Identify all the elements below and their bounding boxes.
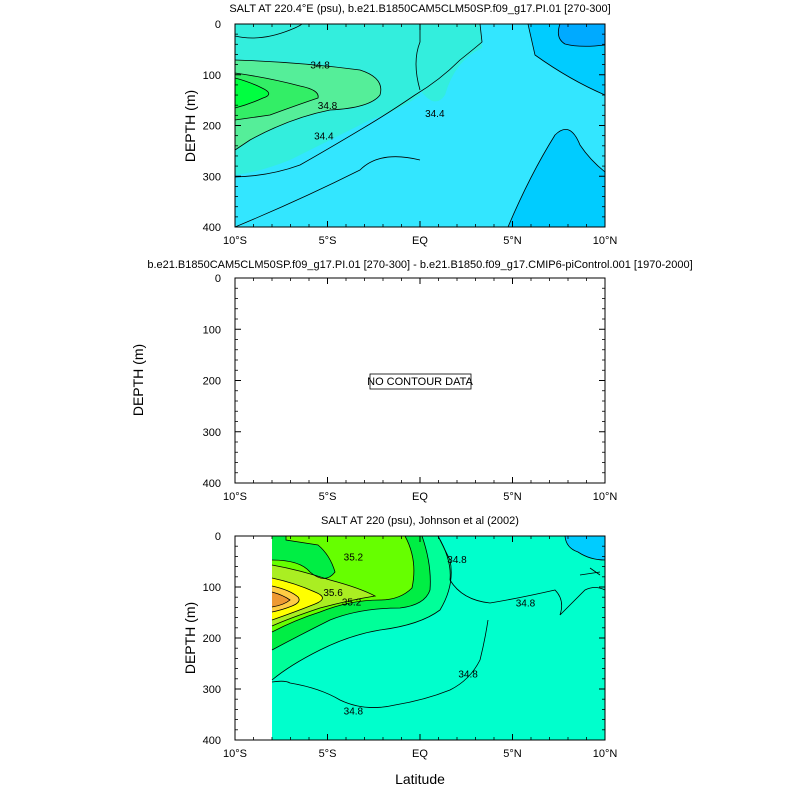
fill-upper: [272, 536, 605, 615]
panel-3-ylabel: DEPTH (m): [182, 602, 198, 674]
y-tick-label: 400: [203, 735, 221, 747]
contour-line: [271, 536, 452, 681]
x-tick-label: 5°S: [319, 491, 337, 503]
fill-core: [235, 78, 269, 108]
x-tick-label: 5°S: [319, 748, 337, 760]
contour-label: 34.8: [318, 101, 338, 112]
x-tick-label: 10°N: [593, 491, 618, 503]
x-tick-label: 5°N: [503, 491, 522, 503]
panel-2-ylabel: DEPTH (m): [130, 344, 146, 416]
contour-line: [437, 536, 605, 616]
x-tick-label: 5°N: [503, 235, 522, 247]
contour-line: [271, 564, 377, 627]
y-tick-label: 300: [203, 684, 221, 696]
panel-2-axes: 10°S 5°S EQ 5°N 10°N 0 100 200 300 400: [203, 273, 618, 503]
contour-line: [564, 536, 605, 561]
panel-1: SALT AT 220.4°E (psu), b.e21.B1850CAM5CL…: [182, 3, 617, 247]
fill-mid: [235, 24, 482, 102]
x-tick-label: 10°S: [223, 748, 247, 760]
x-tick-label: 5°N: [503, 748, 522, 760]
contour-line: [271, 591, 291, 608]
contour-line: [271, 577, 323, 621]
fill-southeast: [508, 129, 605, 227]
x-tick-label: 10°N: [593, 748, 618, 760]
contour-label: 34.8: [516, 598, 536, 609]
contour-line: [527, 24, 605, 96]
panel-3-title: SALT AT 220 (psu), Johnson et al (2002): [321, 515, 519, 527]
contour-line: [235, 77, 270, 109]
panel-3: SALT AT 220 (psu), Johnson et al (2002): [182, 515, 617, 787]
panel-2: b.e21.B1850CAM5CLM50SP.f09_g17.PI.01 [27…: [130, 259, 693, 503]
panel-1-title: SALT AT 220.4°E (psu), b.e21.B1850CAM5CL…: [229, 3, 610, 15]
contour-line: [271, 585, 300, 613]
y-tick-label: 100: [203, 70, 221, 82]
x-tick-label: 10°N: [593, 235, 618, 247]
x-tick-label: EQ: [412, 491, 428, 503]
panel-3-contours: [271, 536, 605, 708]
panel-1-ylabel: DEPTH (m): [182, 90, 198, 162]
no-data-label: NO CONTOUR DATA: [367, 376, 473, 388]
contour-line: [271, 536, 415, 633]
contour-label: 34.8: [310, 61, 330, 72]
contour-line: [507, 128, 605, 227]
y-tick-label: 300: [203, 427, 221, 439]
fill-northeast: [558, 24, 605, 47]
y-tick-label: 200: [203, 633, 221, 645]
panel-2-title: b.e21.B1850CAM5CLM50SP.f09_g17.PI.01 [27…: [147, 259, 692, 271]
y-tick-label: 400: [203, 478, 221, 490]
panel-1-contour-labels: 34.8 34.8 34.4 34.4: [310, 61, 445, 143]
x-tick-label: EQ: [412, 235, 428, 247]
contour-line: [235, 156, 421, 227]
panel-3-fill: [235, 536, 605, 740]
panel-3-axes: 10°S 5°S EQ 5°N 10°N 0 100 200 300 400: [203, 531, 618, 760]
contour-line: [557, 24, 605, 47]
contour-label: 35.2: [342, 597, 362, 608]
panel-3-contour-labels: 35.2 34.835.635.2 34.834.834.8: [323, 552, 535, 717]
panel-1-contours: [235, 24, 605, 227]
panel-3-xlabel: Latitude: [395, 771, 445, 787]
y-tick-label: 300: [203, 171, 221, 183]
contour-label: 35.6: [323, 588, 343, 599]
y-tick-label: 0: [215, 531, 221, 543]
y-tick-label: 100: [203, 582, 221, 594]
y-tick-label: 400: [203, 222, 221, 234]
y-tick-label: 200: [203, 121, 221, 133]
y-tick-label: 0: [215, 19, 221, 31]
fill-northeast-ring: [528, 24, 605, 95]
panel-1-axes: 10°S 5°S EQ 5°N 10°N 0 100 200 300 400: [203, 19, 618, 247]
x-tick-label: 5°S: [319, 235, 337, 247]
contour-line: [271, 536, 431, 651]
x-tick-label: EQ: [412, 748, 428, 760]
contour-label: 34.8: [447, 555, 467, 566]
y-tick-label: 0: [215, 273, 221, 285]
contour-line: [235, 24, 483, 178]
contour-label: 34.8: [344, 706, 364, 717]
y-tick-label: 100: [203, 324, 221, 336]
contour-line: [415, 24, 421, 91]
contour-line: [235, 72, 319, 121]
panel-1-fill: [235, 24, 605, 227]
contour-line: [271, 536, 336, 579]
contour-label: 34.4: [425, 109, 445, 120]
x-tick-label: 10°S: [223, 491, 247, 503]
contour-label: 34.8: [458, 670, 478, 681]
fill-core: [272, 592, 290, 607]
y-tick-label: 200: [203, 376, 221, 388]
contour-line: [235, 24, 303, 39]
contour-line: [579, 567, 601, 576]
contour-line: [235, 59, 382, 151]
x-tick-label: 10°S: [223, 235, 247, 247]
no-data-box: [369, 373, 472, 390]
contour-line: [271, 619, 489, 708]
contour-label: 34.4: [314, 132, 334, 143]
fill-northeast: [565, 536, 605, 560]
contour-label: 35.2: [344, 552, 364, 563]
